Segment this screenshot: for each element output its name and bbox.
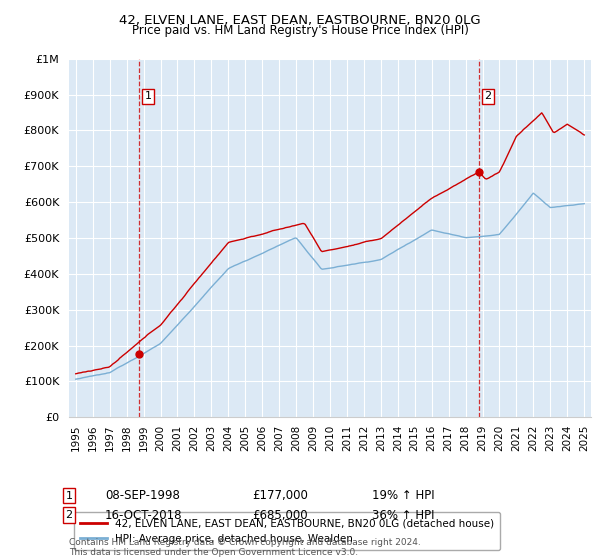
Text: Contains HM Land Registry data © Crown copyright and database right 2024.
This d: Contains HM Land Registry data © Crown c… [69, 538, 421, 557]
Text: £685,000: £685,000 [252, 508, 308, 522]
Legend: 42, ELVEN LANE, EAST DEAN, EASTBOURNE, BN20 0LG (detached house), HPI: Average p: 42, ELVEN LANE, EAST DEAN, EASTBOURNE, B… [74, 512, 500, 550]
Text: 08-SEP-1998: 08-SEP-1998 [105, 489, 180, 502]
Text: 2: 2 [484, 91, 491, 101]
Text: £177,000: £177,000 [252, 489, 308, 502]
Text: 36% ↑ HPI: 36% ↑ HPI [372, 508, 434, 522]
Text: 16-OCT-2018: 16-OCT-2018 [105, 508, 182, 522]
Text: 19% ↑ HPI: 19% ↑ HPI [372, 489, 434, 502]
Text: 1: 1 [65, 491, 73, 501]
Text: 1: 1 [145, 91, 151, 101]
Text: 42, ELVEN LANE, EAST DEAN, EASTBOURNE, BN20 0LG: 42, ELVEN LANE, EAST DEAN, EASTBOURNE, B… [119, 14, 481, 27]
Text: 2: 2 [65, 510, 73, 520]
Text: Price paid vs. HM Land Registry's House Price Index (HPI): Price paid vs. HM Land Registry's House … [131, 24, 469, 36]
